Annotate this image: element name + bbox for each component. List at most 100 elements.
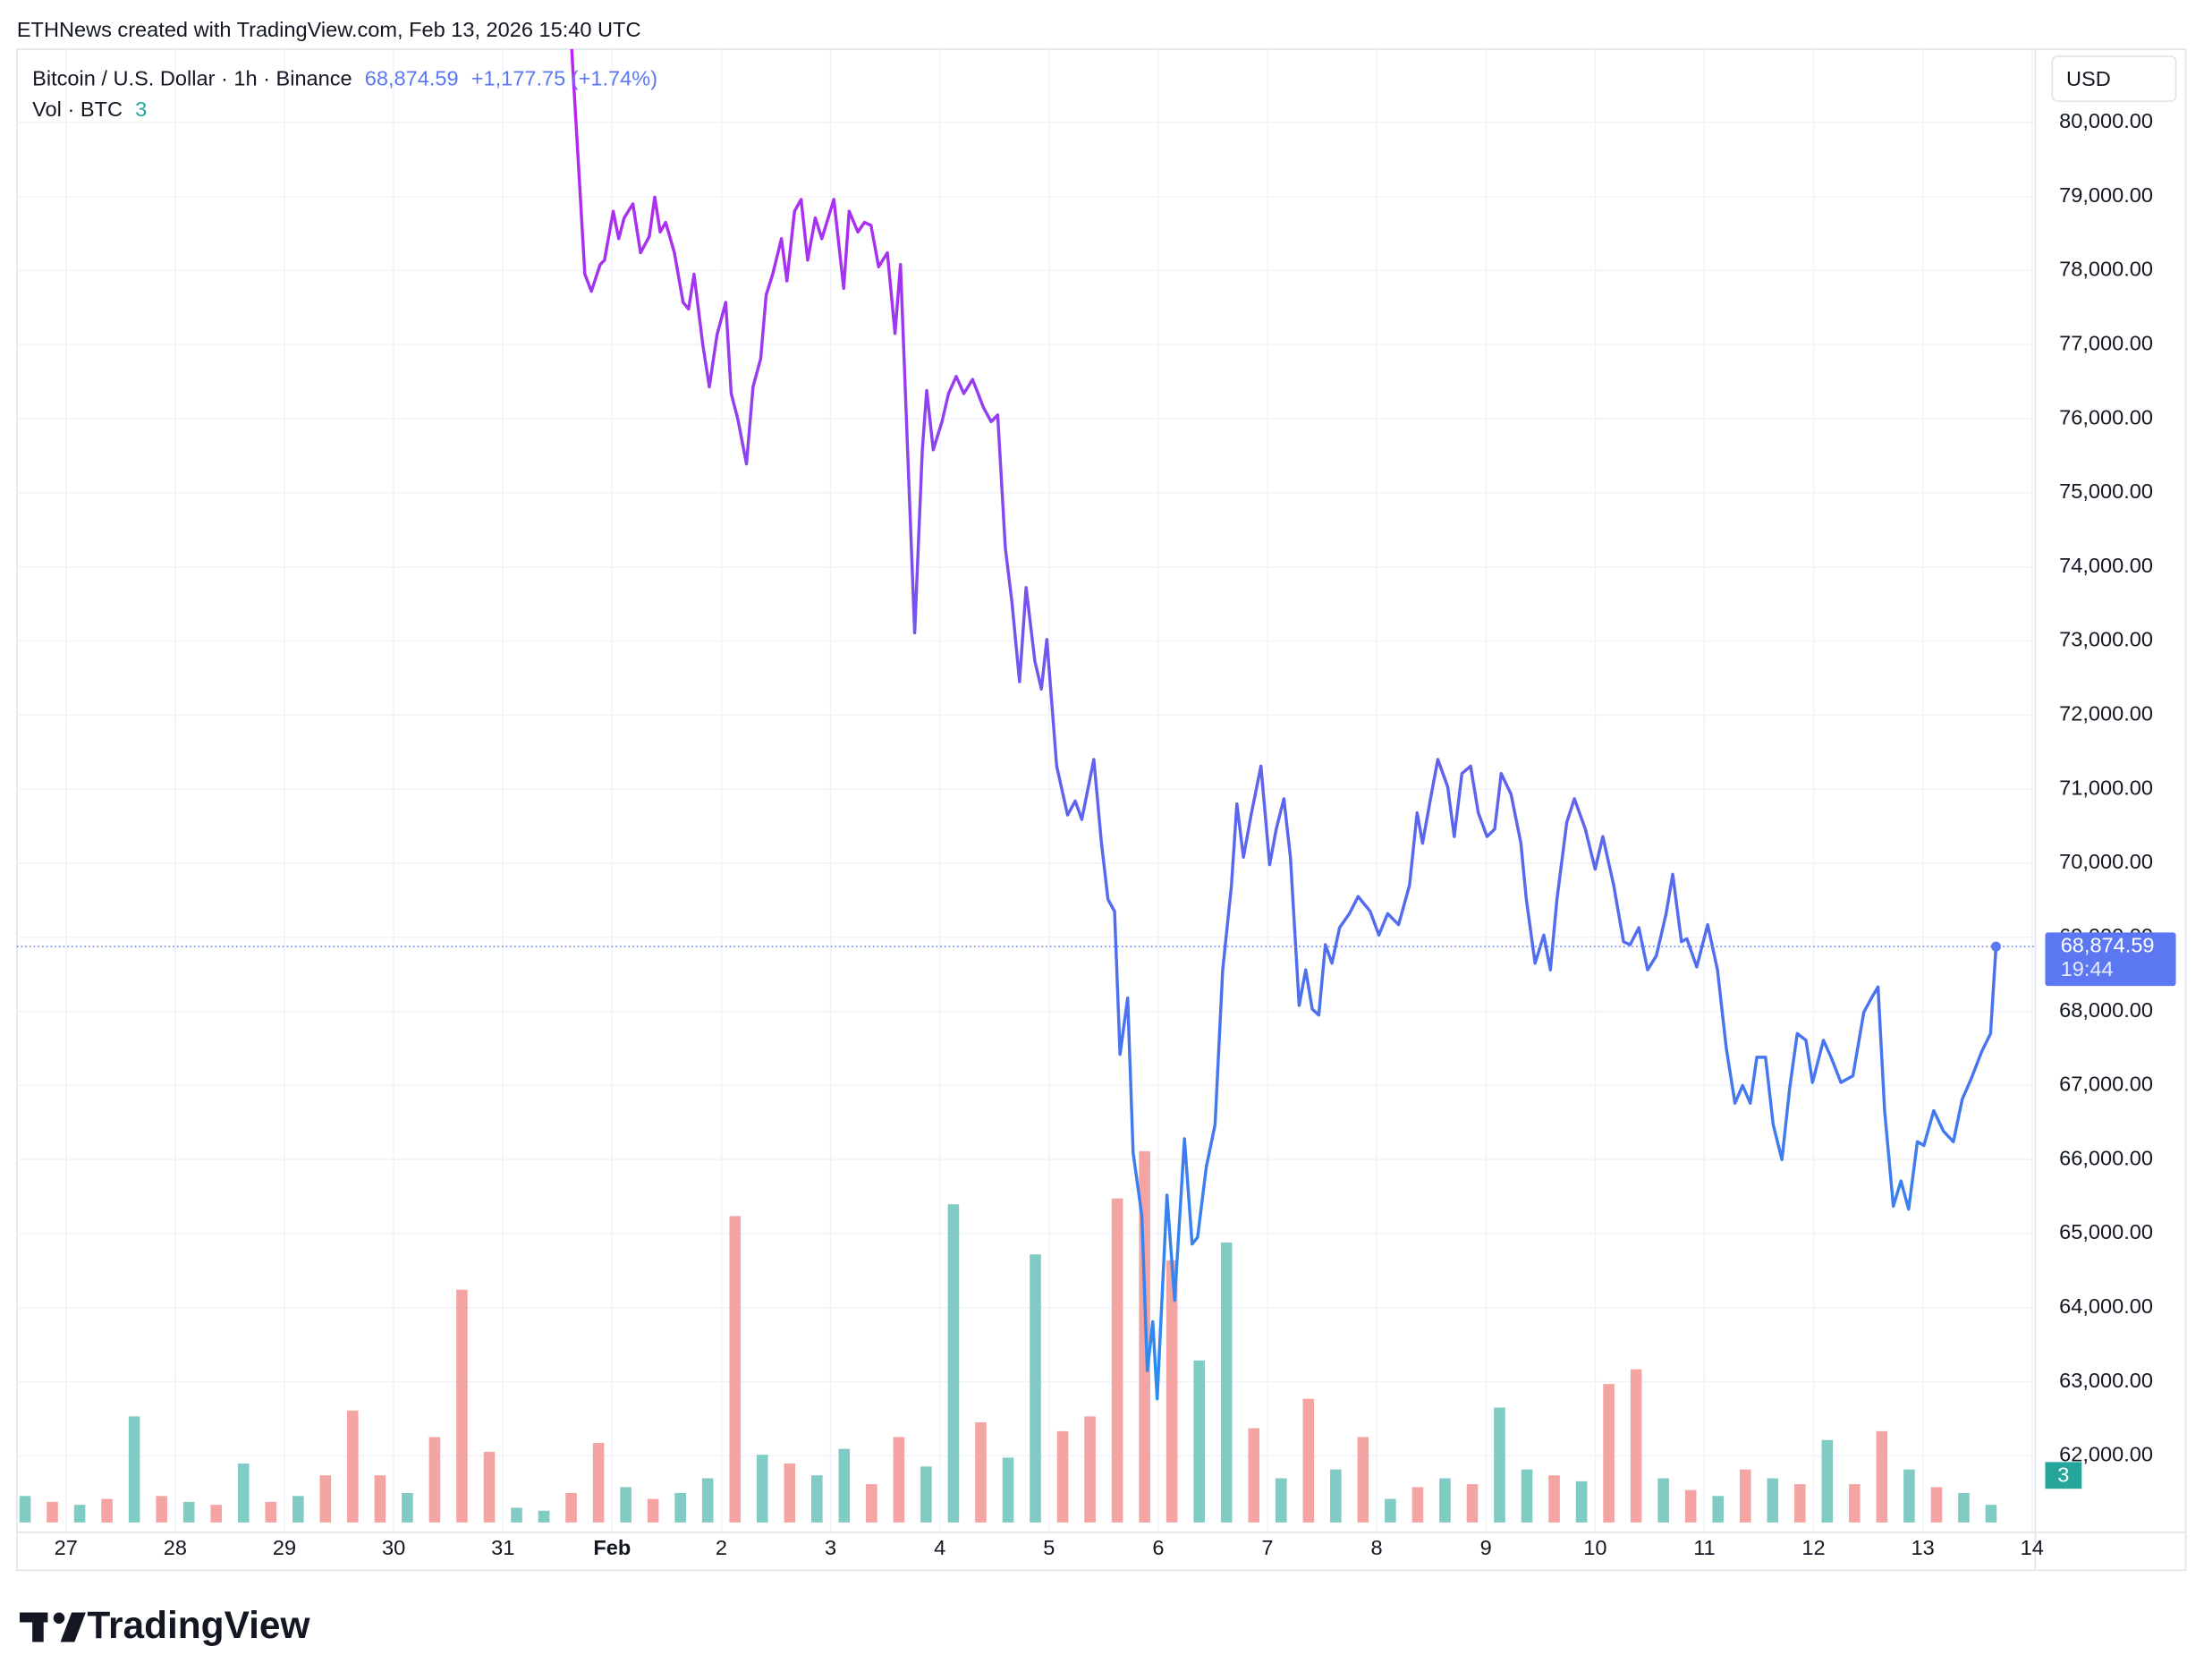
currency-button[interactable] bbox=[2051, 55, 2177, 102]
volume-bar bbox=[975, 1421, 987, 1523]
logo-mark bbox=[53, 1612, 65, 1625]
volume-bar bbox=[592, 1442, 605, 1523]
volume-bar bbox=[347, 1410, 359, 1523]
volume-bar bbox=[1220, 1243, 1233, 1523]
volume-tag bbox=[2045, 1462, 2082, 1489]
volume-bar bbox=[1903, 1469, 1915, 1523]
volume-bar bbox=[838, 1448, 851, 1523]
volume-bar bbox=[1002, 1457, 1014, 1523]
currency[interactable]: USD bbox=[2066, 67, 2111, 90]
volume-bar bbox=[701, 1478, 714, 1523]
x-tick-label: 2 bbox=[716, 1536, 727, 1559]
x-tick-label: 30 bbox=[382, 1536, 405, 1559]
x-tick-label: 10 bbox=[1583, 1536, 1606, 1559]
y-tick-label: 68,000.00 bbox=[2059, 998, 2153, 1022]
logo-mark bbox=[60, 1612, 86, 1642]
volume-bar bbox=[1821, 1439, 1834, 1523]
volume-bar bbox=[1985, 1505, 1997, 1523]
volume-bar bbox=[73, 1505, 86, 1523]
logo: TradingView bbox=[20, 1604, 310, 1646]
volume-bar bbox=[538, 1510, 550, 1523]
volume-bar bbox=[456, 1289, 468, 1523]
y-tick-label: 78,000.00 bbox=[2059, 258, 2153, 281]
volume-bar bbox=[1385, 1498, 1396, 1523]
y-tick-label: 79,000.00 bbox=[2059, 183, 2153, 207]
x-tick-label: 27 bbox=[55, 1536, 78, 1559]
last-price-tag bbox=[2045, 932, 2176, 987]
x-tick-label: 28 bbox=[164, 1536, 187, 1559]
price-line bbox=[570, 48, 1998, 1401]
volume-bar bbox=[1084, 1416, 1096, 1523]
volume-bar bbox=[402, 1492, 413, 1523]
volume-bar bbox=[128, 1416, 140, 1523]
y-tick-label: 75,000.00 bbox=[2059, 479, 2153, 503]
volume-layer bbox=[19, 1150, 1997, 1523]
logo-mark bbox=[32, 1612, 44, 1642]
volume-bar bbox=[1466, 1484, 1479, 1523]
y-tick-label: 67,000.00 bbox=[2059, 1073, 2153, 1096]
volume-bar bbox=[156, 1496, 167, 1523]
volume-bar bbox=[1111, 1198, 1123, 1523]
y-tick-label: 63,000.00 bbox=[2059, 1369, 2153, 1392]
volume-bar bbox=[19, 1496, 31, 1523]
volume-bar bbox=[866, 1484, 877, 1523]
y-tick-label: 72,000.00 bbox=[2059, 702, 2153, 725]
volume-bar bbox=[1411, 1487, 1424, 1523]
volume-bar bbox=[647, 1498, 659, 1523]
volume-bar bbox=[1603, 1384, 1615, 1523]
y-tick-label: 70,000.00 bbox=[2059, 850, 2153, 873]
volume-bar bbox=[1302, 1398, 1315, 1523]
frame bbox=[16, 48, 2187, 1572]
y-tick-label: 77,000.00 bbox=[2059, 331, 2153, 354]
volume-bar bbox=[1548, 1475, 1560, 1523]
x-tick-label: 11 bbox=[1693, 1536, 1715, 1559]
volume-bar bbox=[182, 1501, 195, 1523]
x-tick-label: 14 bbox=[2021, 1536, 2044, 1559]
volume-bar bbox=[511, 1507, 522, 1523]
volume-bar bbox=[1657, 1478, 1669, 1523]
brand: TradingView bbox=[87, 1604, 310, 1646]
volume-bar bbox=[210, 1505, 222, 1523]
volume-bar bbox=[1275, 1478, 1287, 1523]
volume-bar bbox=[784, 1464, 796, 1523]
volume-bar bbox=[1248, 1428, 1260, 1523]
volume-bar bbox=[1193, 1360, 1205, 1523]
volume-bar bbox=[1030, 1254, 1041, 1523]
legend-change: +1,177.75 (+1.74%) bbox=[471, 67, 657, 90]
x-tick-label: 5 bbox=[1043, 1536, 1055, 1559]
plot-layer bbox=[16, 48, 2036, 1401]
volume-title: Vol · BTC bbox=[32, 98, 123, 121]
volume-bar bbox=[428, 1437, 441, 1523]
volume-bar bbox=[319, 1475, 332, 1523]
volume-tag-label: 3 bbox=[2057, 1463, 2069, 1486]
symbol: Bitcoin / U.S. Dollar · 1h · Binance bbox=[32, 67, 352, 90]
volume-legend-value: 3 bbox=[135, 98, 147, 121]
volume-bar bbox=[811, 1475, 823, 1523]
volume-bar bbox=[1958, 1492, 1970, 1523]
volume-bar bbox=[1575, 1481, 1588, 1523]
volume-bar bbox=[483, 1451, 496, 1523]
x-tick-label: 3 bbox=[825, 1536, 836, 1559]
x-tick-label: 13 bbox=[1912, 1536, 1935, 1559]
volume-bar bbox=[237, 1464, 250, 1523]
volume-bar bbox=[1876, 1430, 1888, 1523]
last-point bbox=[1990, 941, 2001, 952]
y-tick-label: 80,000.00 bbox=[2059, 109, 2153, 132]
legend-title: Bitcoin / U.S. Dollar · 1h · Binance 68,8… bbox=[32, 67, 657, 90]
volume-bar bbox=[1330, 1469, 1342, 1523]
y-tick-label: 74,000.00 bbox=[2059, 554, 2153, 577]
grid bbox=[16, 49, 2036, 1532]
volume-bar bbox=[1767, 1478, 1779, 1523]
volume-bar bbox=[1494, 1407, 1505, 1523]
y-tick-label: 65,000.00 bbox=[2059, 1220, 2153, 1243]
volume-bar bbox=[101, 1498, 113, 1523]
y-tick-label: 62,000.00 bbox=[2059, 1443, 2153, 1466]
x-tick-label: 6 bbox=[1152, 1536, 1164, 1559]
x-tick-label: 12 bbox=[1801, 1536, 1825, 1559]
price-scale bbox=[2035, 50, 2184, 1569]
volume-bar bbox=[374, 1475, 386, 1523]
x-tick-label: 7 bbox=[1261, 1536, 1273, 1559]
volume-bar bbox=[265, 1501, 277, 1523]
